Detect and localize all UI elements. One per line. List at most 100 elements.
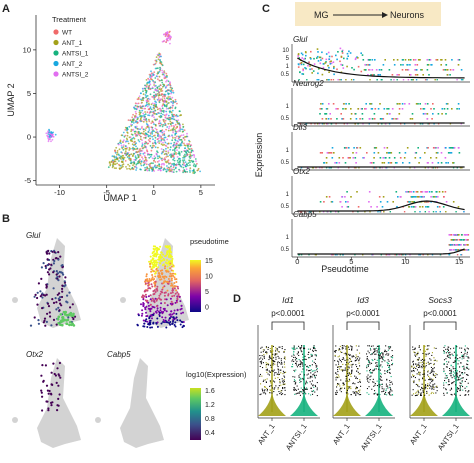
umap-point (159, 109, 162, 112)
violin-point (385, 385, 387, 387)
umap-point (141, 105, 144, 108)
pseudotime-point (136, 323, 139, 326)
violin-point (275, 356, 277, 358)
violin-point (374, 349, 376, 351)
umap-point (167, 146, 169, 149)
expression-tick: 1.2 (205, 402, 215, 409)
violin-point (351, 355, 353, 357)
strip-point (330, 201, 333, 203)
umap-point (114, 149, 116, 152)
strip-point (458, 147, 460, 149)
strip-point (422, 74, 424, 76)
violin-point (461, 358, 463, 360)
strip-base-point (415, 79, 418, 81)
umap-x-tick-label: 5 (199, 188, 203, 197)
violin-point (461, 381, 463, 383)
strip-point (432, 147, 435, 149)
pseudotime-point (174, 321, 177, 324)
strip-point (312, 70, 315, 72)
umap-point (163, 139, 165, 141)
violin-point (367, 374, 369, 376)
umap-point (161, 69, 164, 72)
violin-point (467, 364, 469, 366)
umap-point (151, 170, 154, 172)
strip-base-point (372, 254, 374, 256)
otx2-point (50, 404, 53, 407)
strip-point (466, 244, 469, 246)
pseudotime-point (174, 273, 177, 276)
violin-point (368, 345, 370, 347)
umap-point (154, 142, 157, 145)
violin-point (271, 350, 273, 352)
pseudotime-point (157, 247, 159, 250)
violin-point (304, 355, 306, 357)
glul-point (52, 262, 56, 265)
strip-point (424, 103, 427, 105)
pseudotime-point (161, 316, 164, 319)
umap-point (47, 137, 49, 139)
violin-point (308, 370, 310, 372)
violin-point (350, 364, 352, 366)
violin-point (307, 353, 309, 355)
violin-point (357, 381, 359, 383)
strip-base-point (404, 254, 407, 256)
strip-base-point (362, 254, 364, 256)
pseudotime-point (151, 276, 154, 279)
pseudotime-point (149, 262, 152, 265)
violin-point (416, 369, 418, 371)
umap-point (158, 119, 161, 122)
umap-point (174, 167, 177, 170)
umap-point (182, 171, 185, 174)
strip-point (355, 57, 357, 59)
strip-point (436, 152, 439, 154)
violin-point (452, 354, 454, 356)
strip-point (341, 50, 343, 53)
violin-point (261, 362, 263, 364)
strip-base-point (414, 123, 416, 125)
violin-point (388, 393, 390, 395)
pseudotime-point (151, 261, 153, 264)
umap-point (179, 110, 181, 113)
violin-point (426, 349, 428, 351)
umap-point (124, 126, 127, 129)
pseudotime-point (152, 278, 155, 281)
umap-point (171, 107, 174, 109)
c-x-tick-label: 10 (401, 257, 409, 266)
violin-point (459, 366, 461, 368)
strip-point (420, 69, 422, 71)
pseudotime-point (152, 257, 155, 260)
violin-point (431, 386, 433, 388)
otx2-point (40, 391, 43, 394)
umap-point (175, 170, 178, 173)
umap-point (159, 169, 162, 171)
violin-point (350, 388, 352, 390)
c-x-tick-label: 0 (295, 257, 299, 266)
umap-point (155, 101, 158, 104)
glul-point (33, 316, 36, 319)
violin-point (453, 393, 455, 395)
violin-point (446, 363, 448, 365)
umap-point (158, 75, 161, 78)
strip-point (453, 234, 455, 236)
umap-point (112, 165, 115, 168)
umap-point (114, 163, 117, 166)
strip-point (433, 196, 436, 198)
strip-point (368, 191, 371, 193)
violin-point (277, 355, 279, 357)
strip-point (390, 162, 393, 164)
strip-point (319, 152, 322, 154)
violin-point (283, 375, 285, 377)
strip-point (398, 108, 401, 110)
violin-point (390, 389, 392, 391)
strip-point (448, 147, 451, 149)
violin-point (429, 377, 431, 379)
umap-point (120, 158, 122, 160)
expression-colorbar: log10(Expression) 1.61.20.80.4 (186, 370, 247, 440)
strip-point (328, 66, 330, 69)
violin-point (429, 387, 431, 389)
umap-point (129, 119, 132, 122)
strip-point (454, 234, 456, 236)
otx2-point (58, 361, 62, 365)
pseudotime-point (174, 278, 177, 281)
violin-point (417, 390, 419, 392)
